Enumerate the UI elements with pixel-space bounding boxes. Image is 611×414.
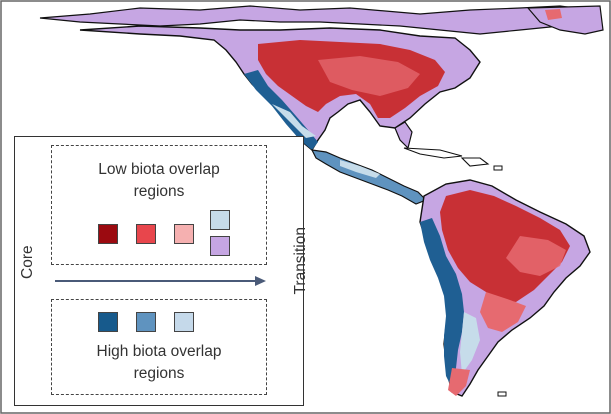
swatch-high-core — [98, 312, 118, 332]
greenland-red-patch — [545, 9, 562, 20]
high-overlap-title-line1: High biota overlap — [96, 343, 222, 360]
na-west-pale — [272, 104, 316, 138]
central-america-light — [340, 160, 380, 178]
swatch-low-transition-pale-blue — [210, 210, 230, 230]
swatch-low-mid — [136, 224, 156, 244]
core-label: Core — [19, 245, 36, 279]
low-overlap-title-line1: Low biota overlap — [98, 161, 220, 178]
andes-pale — [460, 312, 480, 374]
core-to-transition-arrow — [55, 276, 266, 286]
sa-core-red-light — [506, 236, 566, 276]
high-overlap-group: High biota overlap regions — [51, 299, 267, 395]
hispaniola — [460, 157, 490, 167]
sa-south-light-red — [480, 292, 526, 332]
patagonia — [448, 368, 470, 396]
transition-label: Transition — [292, 227, 309, 295]
swatch-low-outer — [174, 224, 194, 244]
legend-panel: Low biota overlap regions Core Transitio… — [14, 136, 309, 406]
swatch-high-mid — [136, 312, 156, 332]
cuba — [403, 147, 463, 159]
swatch-high-outer — [174, 312, 194, 332]
greenland-fragment — [526, 5, 604, 35]
low-overlap-title-line2: regions — [133, 183, 185, 200]
low-overlap-group: Low biota overlap regions — [51, 145, 267, 265]
na-core-red-light — [318, 56, 420, 96]
central-america — [310, 149, 428, 205]
high-overlap-title-line2: regions — [133, 365, 185, 382]
swatch-low-transition-lilac — [210, 236, 230, 256]
falkland — [497, 391, 507, 397]
puerto-rico — [493, 165, 503, 171]
swatch-low-core — [98, 224, 118, 244]
andes-blue — [420, 218, 464, 388]
florida — [394, 121, 413, 150]
